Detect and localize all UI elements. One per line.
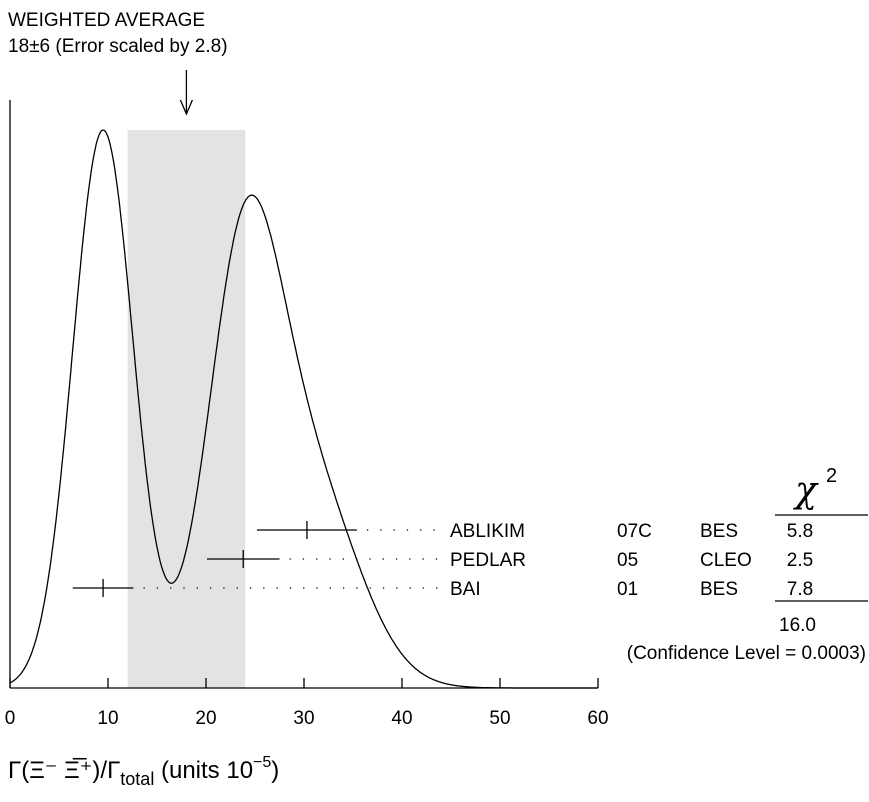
ideogram-curve xyxy=(9,129,598,689)
experiment: BES xyxy=(700,521,738,542)
average-arrowhead xyxy=(179,99,193,116)
author: BAI xyxy=(450,579,481,600)
x-label-part: −5 xyxy=(253,754,271,771)
chi2-total: 16.0 xyxy=(779,615,816,636)
confidence-level: (Confidence Level = 0.0003) xyxy=(627,643,866,664)
average-band xyxy=(127,130,246,688)
x-label-part: total xyxy=(120,769,154,789)
chi2-header-sup: 2 xyxy=(826,465,837,487)
chi2: 7.8 xyxy=(787,579,813,600)
experiment: CLEO xyxy=(700,550,752,571)
x-label-part: Γ(Ξ⁻ Ξ̅⁺)/Γ xyxy=(8,757,120,784)
x-tick-label: 10 xyxy=(97,708,118,729)
x-axis-label: Γ(Ξ⁻ Ξ̅⁺)/Γtotal (units 10−5) xyxy=(8,754,279,789)
x-tick-label: 50 xyxy=(489,708,510,729)
x-tick-label: 20 xyxy=(195,708,216,729)
author: PEDLAR xyxy=(450,550,526,571)
chi2: 5.8 xyxy=(787,521,813,542)
year: 07C xyxy=(617,521,652,542)
chi2: 2.5 xyxy=(787,550,813,571)
chart-subtitle: 18±6 (Error scaled by 2.8) xyxy=(8,36,228,57)
experiment: BES xyxy=(700,579,738,600)
x-label-part: (units 10 xyxy=(154,757,253,784)
chart-title: WEIGHTED AVERAGE xyxy=(8,10,205,31)
x-tick-label: 40 xyxy=(391,708,412,729)
author: ABLIKIM xyxy=(450,521,525,542)
x-tick-label: 0 xyxy=(5,708,16,729)
x-label-part: ) xyxy=(271,757,279,784)
x-tick-label: 60 xyxy=(587,708,608,729)
chi2-header: χ xyxy=(792,470,819,511)
x-tick-label: 30 xyxy=(293,708,314,729)
year: 05 xyxy=(617,550,638,571)
year: 01 xyxy=(617,579,638,600)
